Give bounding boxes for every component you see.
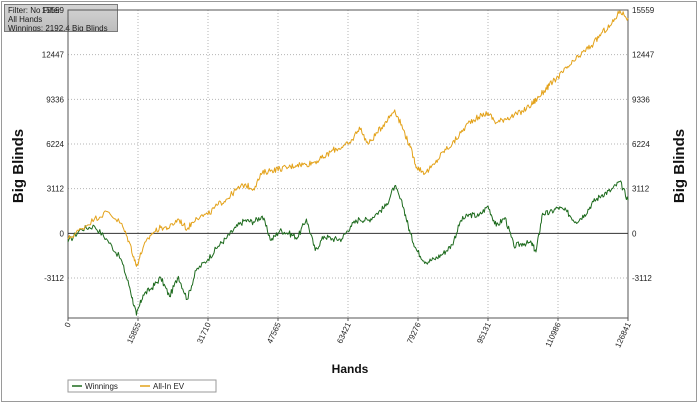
y-tick-label-left: 6224 <box>46 140 64 149</box>
hands-label: All Hands <box>8 15 43 24</box>
y-tick-label-left: 15559 <box>42 6 65 15</box>
x-tick-label: 47565 <box>265 321 283 345</box>
x-tick-label: 110986 <box>544 321 563 349</box>
y-tick-label-left: 0 <box>60 229 65 238</box>
y-axis-title-right: Big Blinds <box>671 129 688 203</box>
series-line-winnings <box>67 180 629 316</box>
x-tick-label: 0 <box>63 321 73 329</box>
y-axis-title-left: Big Blinds <box>10 129 27 203</box>
y-tick-label-left: 3112 <box>47 185 65 194</box>
y-tick-label-right: 0 <box>632 229 637 238</box>
y-tick-label-right: 12447 <box>632 51 655 60</box>
y-tick-label-right: 3112 <box>632 185 650 194</box>
x-tick-label: 15855 <box>125 321 143 345</box>
x-tick-label: 31710 <box>195 321 213 345</box>
winnings-label: Winnings: 2192.4 Big Blinds <box>8 24 108 32</box>
axes <box>67 9 629 321</box>
legend: Winnings All-In EV <box>67 379 217 393</box>
x-tick-label: 126841 <box>613 321 633 349</box>
x-tick-label: 95131 <box>475 321 493 345</box>
y-tick-label-left: -3112 <box>44 274 64 283</box>
tick-labels: 0 15855 31710 47565 63421 79276 95131 110986 126… <box>42 6 655 349</box>
y-tick-label-left: 9336 <box>46 95 64 104</box>
y-tick-label-right: 15559 <box>632 6 655 15</box>
x-tick-label: 63421 <box>335 321 353 345</box>
legend-label-winnings: Winnings <box>85 382 118 391</box>
series-line-all-in-ev <box>67 10 629 267</box>
filter-info-box: Filter: No Filter All Hands Winnings: 21… <box>4 4 118 32</box>
grid-lines <box>68 10 628 318</box>
y-tick-label-right: 9336 <box>632 95 650 104</box>
series-lines <box>67 10 629 316</box>
legend-label-allin-ev: All-In EV <box>153 382 185 391</box>
x-tick-label: 79276 <box>405 321 423 345</box>
filter-label: Filter: No Filter <box>8 6 61 15</box>
y-tick-label-left: 12447 <box>42 51 65 60</box>
y-tick-label-right: -3112 <box>632 274 652 283</box>
y-tick-label-right: 6224 <box>632 140 650 149</box>
x-axis-title: Hands <box>332 362 369 376</box>
